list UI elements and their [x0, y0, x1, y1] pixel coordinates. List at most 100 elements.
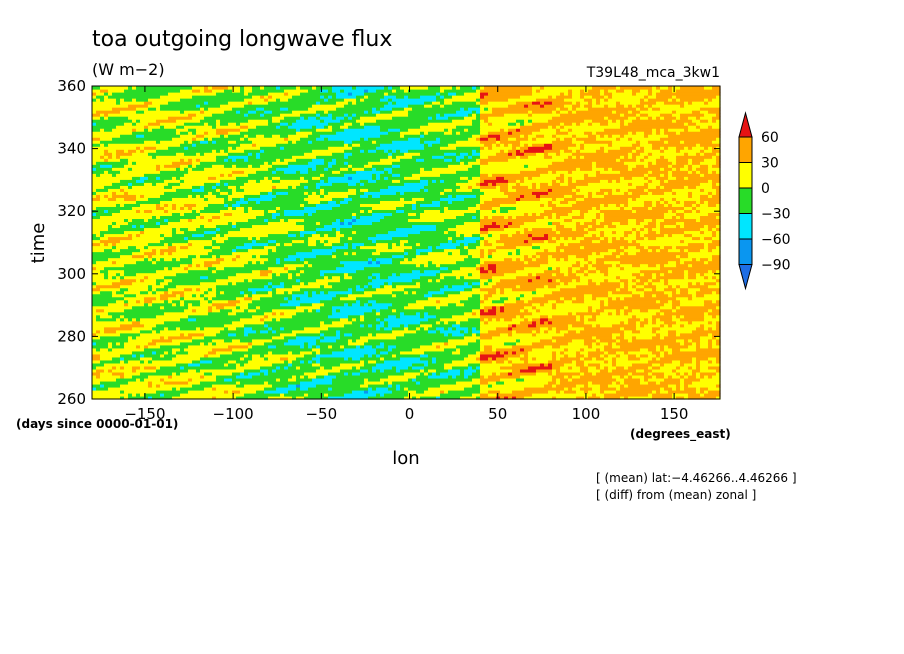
heatmap-cell — [692, 359, 697, 364]
heatmap-cell — [688, 185, 697, 189]
heatmap-cell — [252, 344, 269, 349]
heatmap-cell — [124, 191, 129, 195]
heatmap-cell — [680, 254, 689, 259]
heatmap-cell — [688, 272, 697, 277]
heatmap-cell — [484, 305, 493, 310]
heatmap-cell — [240, 362, 245, 367]
heatmap-cell — [108, 188, 121, 192]
heatmap-cell — [448, 332, 453, 337]
heatmap-cell — [120, 179, 137, 183]
heatmap-cell — [648, 236, 657, 241]
heatmap-cell — [684, 371, 689, 376]
heatmap-cell — [332, 251, 345, 256]
heatmap-cell — [144, 128, 149, 132]
heatmap-cell — [644, 281, 649, 286]
heatmap-cell — [584, 236, 601, 241]
heatmap-cell — [480, 317, 485, 322]
heatmap-cell — [700, 335, 713, 340]
heatmap-cell — [484, 260, 525, 265]
heatmap-cell — [716, 245, 721, 250]
heatmap-cell — [248, 101, 253, 105]
heatmap-cell — [544, 149, 561, 153]
heatmap-cell — [696, 386, 701, 391]
heatmap-cell — [584, 197, 629, 201]
heatmap-cell — [688, 158, 693, 162]
heatmap-cell — [344, 155, 349, 159]
heatmap-cell — [572, 278, 577, 283]
heatmap-cell — [184, 158, 189, 162]
heatmap-cell — [144, 110, 181, 114]
heatmap-cell — [96, 98, 101, 102]
heatmap-cell — [656, 185, 661, 189]
heatmap-cell — [528, 356, 533, 361]
heatmap-cell — [212, 299, 229, 304]
heatmap-cell — [424, 371, 429, 376]
heatmap-cell — [640, 146, 645, 150]
heatmap-cell — [352, 221, 373, 226]
heatmap-cell — [164, 242, 169, 247]
heatmap-cell — [348, 341, 365, 346]
heatmap-cell — [488, 134, 501, 138]
heatmap-cell — [656, 299, 661, 304]
heatmap-cell — [588, 344, 593, 349]
heatmap-cell — [344, 173, 373, 177]
heatmap-cell — [92, 299, 117, 304]
heatmap-cell — [424, 185, 461, 189]
heatmap-cell — [108, 113, 189, 117]
heatmap-cell — [504, 257, 513, 262]
heatmap-cell — [176, 353, 205, 358]
heatmap-cell — [120, 272, 125, 277]
heatmap-cell — [480, 326, 497, 331]
heatmap-cell — [632, 110, 641, 114]
heatmap-cell — [356, 287, 365, 292]
heatmap-cell — [428, 311, 465, 316]
heatmap-cell — [540, 101, 545, 105]
heatmap-cell — [412, 203, 417, 207]
heatmap-cell — [388, 230, 421, 235]
heatmap-cell — [604, 344, 613, 349]
heatmap-cell — [216, 350, 233, 355]
heatmap-cell — [100, 242, 105, 247]
heatmap-cell — [368, 332, 373, 337]
heatmap-cell — [152, 248, 157, 253]
heatmap-cell — [496, 290, 501, 295]
heatmap-cell — [348, 272, 373, 277]
heatmap-cell — [116, 290, 125, 295]
heatmap-cell — [428, 290, 445, 295]
heatmap-cell — [116, 299, 125, 304]
heatmap-cell — [260, 113, 265, 117]
heatmap-cell — [180, 326, 197, 331]
heatmap-cell — [152, 395, 173, 400]
heatmap-cell — [604, 236, 609, 241]
heatmap-cell — [416, 281, 421, 286]
heatmap-cell — [672, 161, 677, 165]
heatmap-cell — [528, 317, 533, 322]
heatmap-cell — [388, 380, 393, 385]
heatmap-cell — [124, 149, 129, 153]
heatmap-cell — [92, 209, 105, 213]
heatmap-cell — [704, 293, 721, 298]
heatmap-cell — [192, 359, 201, 364]
heatmap-cell — [192, 287, 197, 292]
heatmap-cell — [592, 95, 605, 99]
heatmap-cell — [316, 113, 321, 117]
heatmap-cell — [452, 314, 481, 319]
heatmap-cell — [684, 272, 689, 277]
heatmap-cell — [664, 302, 673, 307]
heatmap-cell — [620, 113, 625, 117]
heatmap-cell — [492, 173, 541, 177]
heatmap-cell — [520, 251, 537, 256]
heatmap-cell — [200, 212, 225, 217]
heatmap-cell — [356, 251, 373, 256]
heatmap-cell — [188, 206, 193, 210]
heatmap-cell — [340, 218, 345, 223]
heatmap-cell — [684, 122, 689, 126]
heatmap-cell — [396, 89, 405, 93]
heatmap-cell — [300, 287, 349, 292]
heatmap-cell — [92, 188, 97, 192]
heatmap-cell — [308, 239, 317, 244]
heatmap-cell — [624, 374, 629, 379]
heatmap-cell — [124, 389, 157, 394]
heatmap-cell — [632, 197, 637, 201]
heatmap-cell — [472, 110, 477, 114]
